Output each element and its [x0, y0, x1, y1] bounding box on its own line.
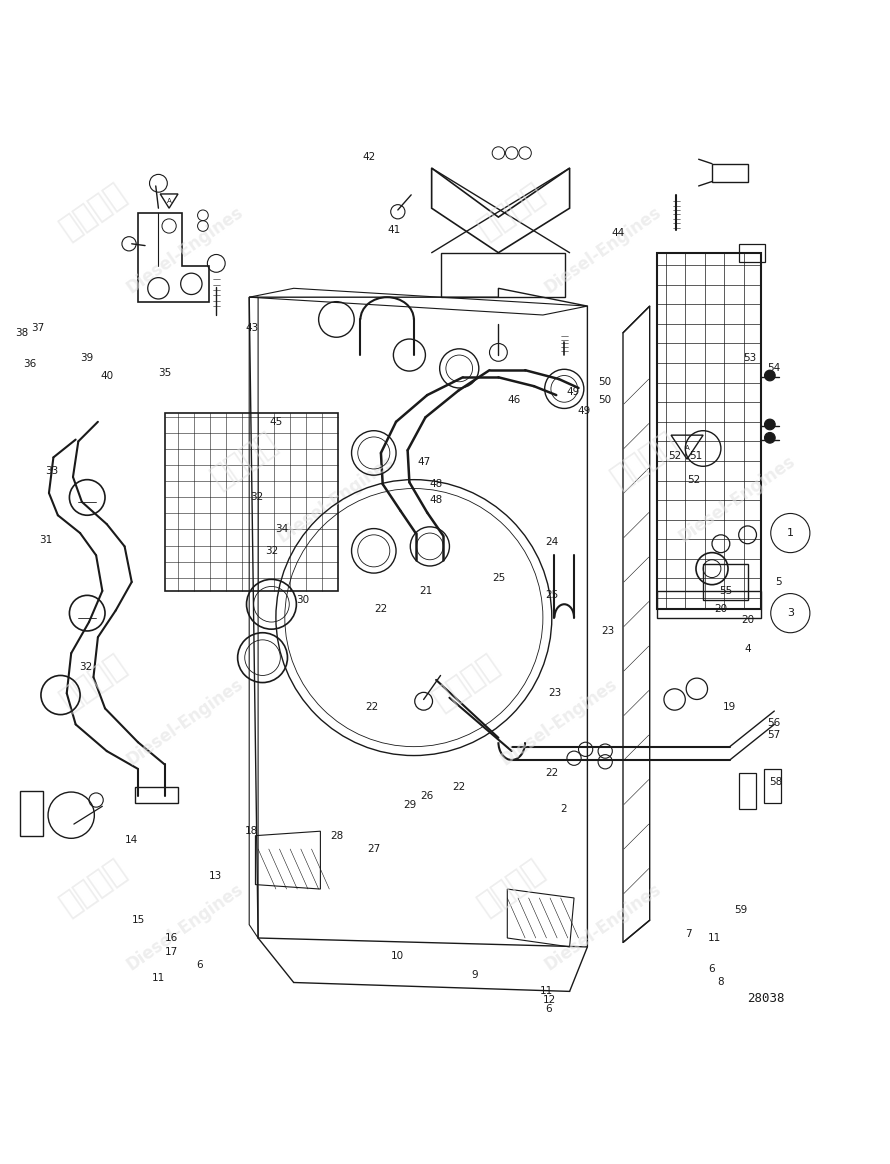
- Text: 43: 43: [246, 324, 258, 333]
- Text: 56: 56: [768, 718, 781, 728]
- Text: 20: 20: [715, 604, 727, 613]
- Text: 4: 4: [744, 644, 751, 654]
- Text: 25: 25: [546, 590, 558, 601]
- Text: 9: 9: [471, 971, 478, 980]
- Text: 7: 7: [685, 929, 692, 938]
- Text: 49: 49: [578, 406, 590, 416]
- Text: 22: 22: [453, 782, 465, 792]
- Circle shape: [765, 433, 775, 443]
- Text: 40: 40: [101, 370, 113, 381]
- Text: 33: 33: [45, 466, 58, 476]
- Text: 21: 21: [419, 585, 432, 596]
- Circle shape: [765, 419, 775, 430]
- Text: 50: 50: [599, 395, 611, 405]
- Text: Diesel-Engines: Diesel-Engines: [123, 880, 247, 973]
- Text: 22: 22: [366, 702, 378, 711]
- Text: 29: 29: [403, 800, 416, 809]
- Text: 28: 28: [330, 831, 343, 840]
- Text: 6: 6: [708, 964, 716, 974]
- Text: 12: 12: [543, 995, 555, 1006]
- Text: 27: 27: [368, 844, 380, 854]
- Text: 11: 11: [152, 973, 165, 984]
- Text: 17: 17: [166, 947, 178, 957]
- Text: 45: 45: [270, 417, 282, 427]
- Text: Diesel-Engines: Diesel-Engines: [497, 675, 620, 769]
- Text: 53: 53: [744, 353, 756, 363]
- Text: 11: 11: [708, 934, 721, 943]
- Text: 32: 32: [250, 492, 263, 503]
- Text: 6: 6: [196, 959, 203, 970]
- Text: 39: 39: [81, 353, 93, 363]
- Text: 34: 34: [276, 524, 288, 533]
- Text: Diesel-Engines: Diesel-Engines: [274, 453, 398, 546]
- Text: 28038: 28038: [747, 992, 784, 1005]
- Text: 25: 25: [492, 573, 505, 582]
- Text: 10: 10: [391, 951, 403, 960]
- Text: 31: 31: [40, 535, 53, 545]
- Text: 3: 3: [787, 608, 794, 618]
- Text: 22: 22: [546, 768, 558, 779]
- Text: 48: 48: [430, 495, 442, 505]
- Text: 50: 50: [599, 377, 611, 386]
- Text: 54: 54: [768, 363, 781, 374]
- Text: A: A: [684, 445, 690, 450]
- Text: 47: 47: [417, 456, 430, 467]
- Text: 20: 20: [741, 616, 754, 625]
- Text: 52: 52: [688, 475, 700, 484]
- Text: 49: 49: [567, 388, 579, 397]
- Text: 38: 38: [16, 328, 28, 338]
- Text: 13: 13: [209, 871, 222, 881]
- Text: 11: 11: [540, 986, 553, 996]
- Text: 紫发动力: 紫发动力: [473, 178, 549, 243]
- Text: 59: 59: [734, 904, 747, 915]
- Text: 14: 14: [125, 835, 138, 845]
- Text: 44: 44: [612, 228, 625, 239]
- Text: 42: 42: [363, 151, 376, 162]
- Text: 1: 1: [787, 528, 794, 538]
- Text: 36: 36: [23, 359, 36, 369]
- Text: Diesel-Engines: Diesel-Engines: [675, 453, 798, 546]
- Text: 5: 5: [775, 577, 782, 587]
- Text: 26: 26: [421, 790, 433, 801]
- Text: 55: 55: [719, 585, 732, 596]
- Text: 8: 8: [717, 978, 724, 987]
- Text: 24: 24: [546, 537, 558, 547]
- Text: 32: 32: [79, 661, 92, 672]
- Text: 紫发动力: 紫发动力: [54, 178, 131, 243]
- Text: 2: 2: [560, 804, 567, 814]
- Circle shape: [765, 370, 775, 381]
- Text: A: A: [166, 198, 172, 204]
- Text: 19: 19: [724, 702, 736, 711]
- Text: 52: 52: [668, 450, 681, 461]
- Text: 23: 23: [602, 626, 614, 636]
- Text: 22: 22: [375, 604, 387, 613]
- Text: 紫发动力: 紫发动力: [206, 427, 282, 494]
- Text: 57: 57: [768, 730, 781, 740]
- Text: 紫发动力: 紫发动力: [428, 650, 505, 716]
- Text: 紫发动力: 紫发动力: [54, 650, 131, 716]
- Text: 30: 30: [296, 595, 309, 605]
- Text: 41: 41: [388, 226, 401, 235]
- Text: 37: 37: [31, 324, 44, 333]
- Circle shape: [771, 594, 810, 633]
- Text: 6: 6: [545, 1005, 552, 1014]
- Text: 32: 32: [265, 546, 278, 556]
- Circle shape: [771, 513, 810, 553]
- Text: 18: 18: [246, 826, 258, 836]
- Text: 15: 15: [132, 915, 144, 925]
- Text: 46: 46: [508, 395, 521, 405]
- Text: Diesel-Engines: Diesel-Engines: [541, 880, 665, 973]
- Text: 23: 23: [548, 688, 561, 698]
- Text: 紫发动力: 紫发动力: [606, 427, 683, 494]
- Text: Diesel-Engines: Diesel-Engines: [123, 204, 247, 297]
- Text: 紫发动力: 紫发动力: [54, 854, 131, 921]
- Text: Diesel-Engines: Diesel-Engines: [541, 204, 665, 297]
- Text: 35: 35: [158, 368, 171, 378]
- Text: 58: 58: [770, 778, 782, 787]
- Text: Diesel-Engines: Diesel-Engines: [123, 675, 247, 769]
- Text: 51: 51: [690, 450, 702, 461]
- Text: 紫发动力: 紫发动力: [473, 854, 549, 921]
- Text: 16: 16: [166, 934, 178, 943]
- Text: 48: 48: [430, 480, 442, 489]
